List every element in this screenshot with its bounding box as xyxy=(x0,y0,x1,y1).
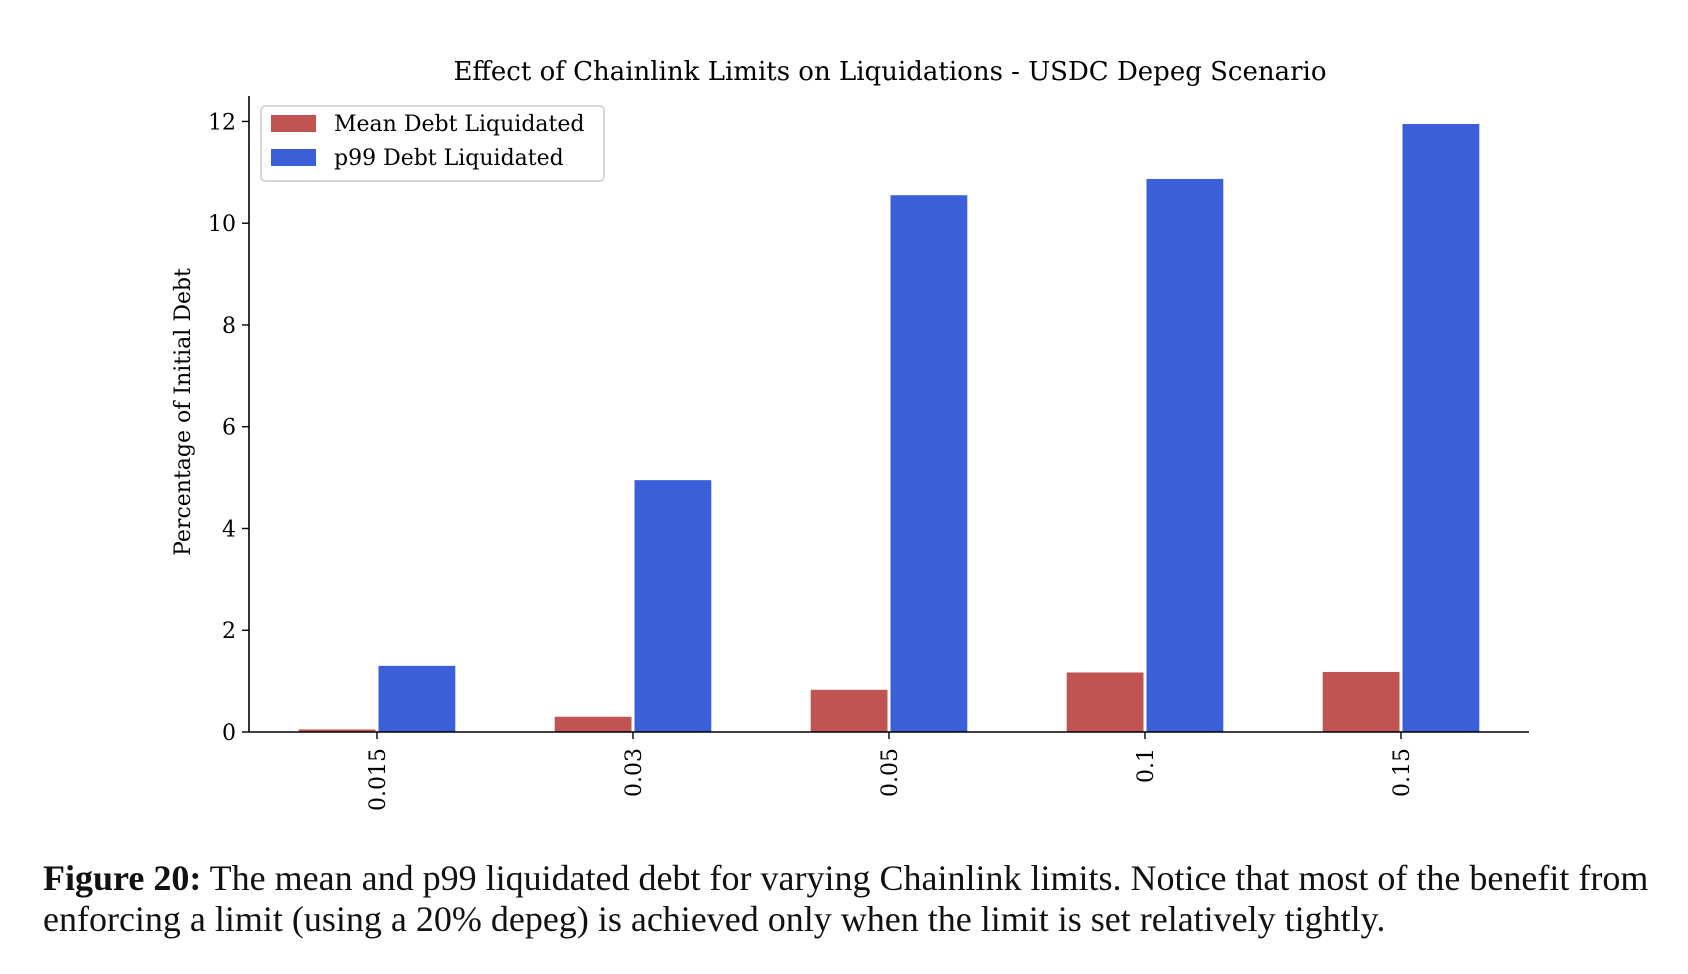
x-tick-label: 0.05 xyxy=(878,748,903,797)
y-tick-label: 10 xyxy=(208,212,236,237)
x-tick-label: 0.03 xyxy=(622,748,647,797)
bar-p99-0.05 xyxy=(890,195,968,732)
y-tick-label: 4 xyxy=(222,517,236,542)
legend-label: Mean Debt Liquidated xyxy=(334,112,584,137)
bar-p99-0.1 xyxy=(1146,178,1224,733)
y-tick-label: 6 xyxy=(222,416,236,441)
bar-chart: Effect of Chainlink Limits on Liquidatio… xyxy=(171,57,1529,811)
x-tick-label: 0.015 xyxy=(366,748,391,811)
bar-mean-0.015 xyxy=(298,729,376,732)
x-tick-label: 0.15 xyxy=(1390,748,1415,797)
y-tick-label: 2 xyxy=(222,619,236,644)
y-tick-label: 0 xyxy=(222,721,236,746)
y-tick-label: 8 xyxy=(222,314,236,339)
y-axis-ticks: 0 2 4 6 8 10 12 xyxy=(208,110,249,746)
x-axis-ticks: 0.015 0.03 0.05 0.1 0.15 xyxy=(366,732,1415,811)
y-axis-label: Percentage of Initial Debt xyxy=(171,268,196,556)
bar-p99-0.015 xyxy=(378,665,456,732)
y-tick-label: 12 xyxy=(208,110,236,135)
caption-text: The mean and p99 liquidated debt for var… xyxy=(43,858,1649,939)
figure-label: Figure 20: xyxy=(43,858,202,898)
figure-caption: Figure 20: The mean and p99 liquidated d… xyxy=(43,858,1673,940)
legend: Mean Debt Liquidated p99 Debt Liquidated xyxy=(260,105,605,182)
legend-swatch xyxy=(271,149,316,166)
bar-p99-0.15 xyxy=(1402,123,1480,732)
bar-mean-0.15 xyxy=(1322,671,1400,732)
legend-swatch xyxy=(271,115,316,132)
bar-p99-0.03 xyxy=(634,480,712,732)
bar-mean-0.1 xyxy=(1066,672,1144,732)
x-tick-label: 0.1 xyxy=(1134,748,1159,783)
chart-title: Effect of Chainlink Limits on Liquidatio… xyxy=(453,57,1326,87)
legend-box xyxy=(260,105,605,182)
bars xyxy=(298,123,1480,733)
bar-mean-0.03 xyxy=(554,716,632,732)
legend-label: p99 Debt Liquidated xyxy=(334,146,564,171)
bar-mean-0.05 xyxy=(810,689,888,732)
